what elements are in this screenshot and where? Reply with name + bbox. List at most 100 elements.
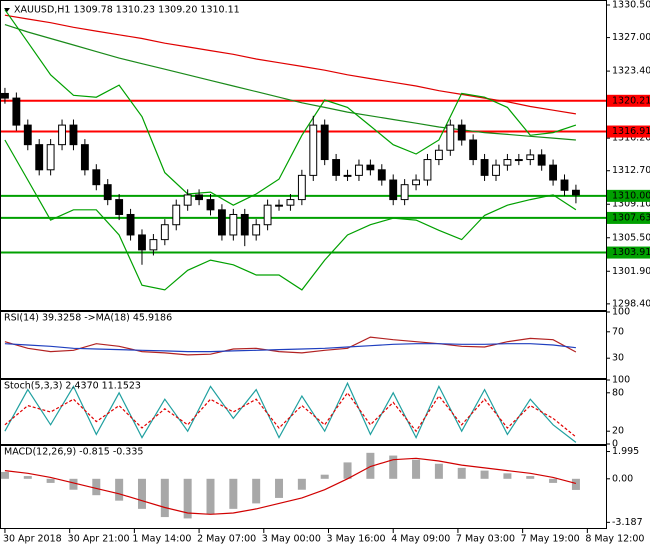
indicator-line [4,336,577,356]
candle-body [572,189,580,196]
menu-arrow [4,8,10,12]
histogram-bar [137,478,146,509]
histogram-bar [0,471,9,479]
candle-body [183,194,192,206]
candle-body [46,144,55,171]
candle-body [138,234,146,251]
candle-body [377,169,386,181]
candle-body [252,224,261,236]
y-tick-label: 100 [612,375,630,386]
x-tick-label: 7 May 19:00 [521,534,580,545]
x-tick-label: 3 May 00:00 [262,534,321,545]
panel-title: Stoch(5,3,3) 2.4370 11.1523 [4,381,141,392]
y-tick-label: -3.187 [612,517,643,528]
candle-body [514,159,523,162]
y-tick-label: 1309.10 [612,199,650,210]
histogram-bar [183,478,192,519]
candle-body [343,174,352,177]
panel-title: RSI(14) 39.3258 ->MA(18) 45.9186 [4,313,172,324]
candle-body [240,213,249,236]
histogram-bar [343,462,352,479]
panel-title: MACD(12,26,9) -0.815 -0.335 [4,447,143,458]
indicator-line [4,381,577,443]
panel-frame [0,311,607,379]
panel-frame [0,0,607,311]
indicator-line [4,391,577,438]
panel-frame [0,379,607,445]
candle-body [23,124,32,146]
candle-body [149,239,158,251]
candle-body [206,199,215,211]
x-tick-label: 30 Apr 21:00 [68,534,130,545]
x-tick-label: 1 May 14:00 [132,534,191,545]
indicator-line [4,343,576,353]
candle-body [355,164,363,176]
candle-body [1,92,9,99]
x-tick-label: 30 Apr 2018 [3,534,62,545]
candle-body [115,199,124,215]
level-tag [607,94,650,107]
candle-body [35,144,44,171]
y-tick-label: 1305.50 [612,232,650,243]
overlay-line [4,14,576,115]
x-tick-label: 3 May 16:00 [327,534,386,545]
y-tick-label: 0 [612,439,618,450]
histogram-bar [549,478,558,483]
level-tag [607,125,650,138]
histogram-bar [320,474,329,479]
histogram-bar [115,478,124,501]
level-label: 1310.00 [612,190,650,201]
histogram-bar [412,459,421,479]
level-label: 1303.91 [612,247,650,258]
histogram-bar [571,478,580,490]
candle-body [457,124,466,141]
y-tick-label: 20 [612,426,624,437]
y-tick-label: 30 [612,353,624,364]
candle-body [503,159,512,166]
candle-body [366,164,375,171]
histogram-bar [229,478,238,509]
candle-body [332,159,341,176]
y-tick-label: 1316.20 [612,133,650,144]
x-tick-label: 2 May 07:00 [197,534,256,545]
candle-body [69,124,78,146]
histogram-bar [23,476,32,479]
y-tick-label: 1330.50 [612,0,650,11]
histogram-bar [160,478,169,518]
level-tag [607,211,650,224]
candle-body [286,199,295,206]
level-label: 1307.63 [612,212,650,223]
candle-body [126,213,135,236]
y-tick-label: 1.995 [612,446,639,457]
histogram-bar [206,478,215,515]
overlay-line [4,139,577,291]
y-tick-label: 1301.90 [612,266,650,277]
level-label: 1316.91 [612,126,650,137]
candle-body [309,124,318,176]
y-tick-label: 80 [612,387,624,398]
overlay-line [4,24,576,141]
level-tag [607,246,650,259]
x-tick-label: 7 May 03:00 [456,534,515,545]
y-tick-label: 70 [612,326,624,337]
histogram-bar [457,467,466,479]
candle-body [263,204,272,226]
histogram-bar [503,473,512,479]
candle-body [12,97,21,126]
level-label: 1320.21 [612,95,650,106]
histogram-bar [92,478,101,496]
overlay-line [4,9,577,206]
candle-body [172,204,181,226]
candle-body [160,224,169,241]
candle-body [275,204,283,207]
histogram-bar [389,455,398,479]
level-tag [607,189,650,202]
candle-body [423,159,432,181]
indicator-line [4,457,577,515]
candle-body [526,154,535,161]
chart-title: XAUUSD,H1 1309.78 1310.23 1309.20 1310.1… [14,5,240,16]
candle-body [549,164,558,181]
